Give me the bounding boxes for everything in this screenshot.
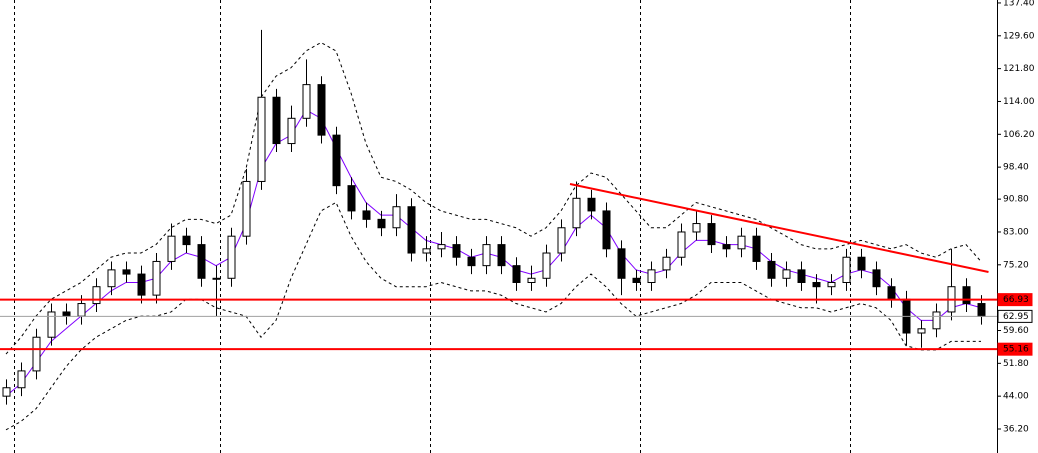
candle-body [137, 273, 146, 296]
y-tick-label: 106.20 [1003, 130, 1035, 140]
candle-body [92, 286, 101, 305]
candle-body [602, 210, 611, 250]
y-tick-label: 36.20 [1003, 425, 1029, 435]
candle-body [812, 281, 821, 288]
y-tick-label: 121.80 [1003, 64, 1035, 74]
candle-body [497, 244, 506, 267]
candle-body [317, 84, 326, 136]
level-label: 62.95 [1003, 312, 1029, 322]
candle-body [737, 235, 746, 250]
bollinger-band [5, 201, 981, 431]
trendline [569, 183, 989, 273]
candle-body [32, 336, 41, 372]
candle-body [287, 117, 296, 145]
candle-body [302, 84, 311, 119]
y-tick-label: 75.20 [1003, 260, 1029, 270]
candle-body [437, 244, 446, 250]
candle-body [77, 303, 86, 317]
candle-body [557, 227, 566, 254]
candle-body [362, 210, 371, 220]
candle-body [422, 248, 431, 254]
candle-body [692, 223, 701, 233]
y-tick-label: 83.00 [1003, 227, 1029, 237]
candle-body [122, 269, 131, 275]
candle-body [212, 277, 221, 280]
level-label: 66.93 [1003, 295, 1029, 305]
candle-body [257, 96, 266, 182]
level-label: 55.16 [1003, 345, 1029, 355]
candle-body [587, 197, 596, 212]
level-label-box [997, 293, 1033, 307]
candle-body [707, 223, 716, 246]
candle-body [677, 231, 686, 258]
candle-body [932, 311, 941, 330]
candle-body [272, 96, 281, 145]
candle-body [887, 286, 896, 300]
candle-body [2, 387, 11, 397]
candle-body [722, 244, 731, 250]
moving-average [5, 109, 982, 397]
candle-body [632, 277, 641, 283]
candle-body [827, 281, 836, 288]
y-tick-label: 51.80 [1003, 359, 1029, 369]
y-tick-label: 137.40 [1003, 0, 1035, 8]
candle-body [917, 328, 926, 334]
y-tick-label: 44.00 [1003, 392, 1029, 402]
candle-body [782, 269, 791, 279]
candle-body [872, 269, 881, 288]
candle-body [617, 248, 626, 279]
candle-body [377, 218, 386, 229]
candle-body [797, 269, 806, 283]
y-tick-label: 90.80 [1003, 195, 1029, 205]
candle-body [227, 235, 236, 279]
candle-body [407, 206, 416, 254]
y-tick-label: 59.60 [1003, 326, 1029, 336]
candle-body [467, 256, 476, 267]
candle-body [107, 269, 116, 288]
candle-body [452, 244, 461, 258]
level-label-box [997, 309, 1033, 323]
candle-body [977, 303, 986, 317]
candle-body [842, 256, 851, 283]
candle-body [17, 370, 26, 389]
candle-body [152, 260, 161, 296]
candle-body [242, 180, 251, 237]
candle-body [332, 134, 341, 187]
candle-body [962, 286, 971, 305]
candle-body [857, 256, 866, 271]
bollinger-band [5, 41, 982, 355]
candle-body [512, 265, 521, 283]
candle-body [572, 197, 581, 229]
candle-body [62, 311, 71, 317]
candle-body [167, 235, 176, 262]
y-tick-label: 98.40 [1003, 163, 1029, 173]
candle-body [392, 206, 401, 229]
candle-body [47, 311, 56, 338]
candle-body [347, 185, 356, 212]
candle-body [197, 244, 206, 279]
y-tick-label: 114.00 [1003, 97, 1035, 107]
candle-body [767, 260, 776, 279]
level-label-box [997, 342, 1033, 356]
candle-body [482, 244, 491, 267]
candle-body [752, 235, 761, 262]
candle-body [662, 256, 671, 271]
candle-body [542, 252, 551, 279]
candle-body [647, 269, 656, 283]
candle-body [527, 277, 536, 283]
y-tick-label: 129.60 [1003, 31, 1035, 41]
candle-body [182, 235, 191, 246]
